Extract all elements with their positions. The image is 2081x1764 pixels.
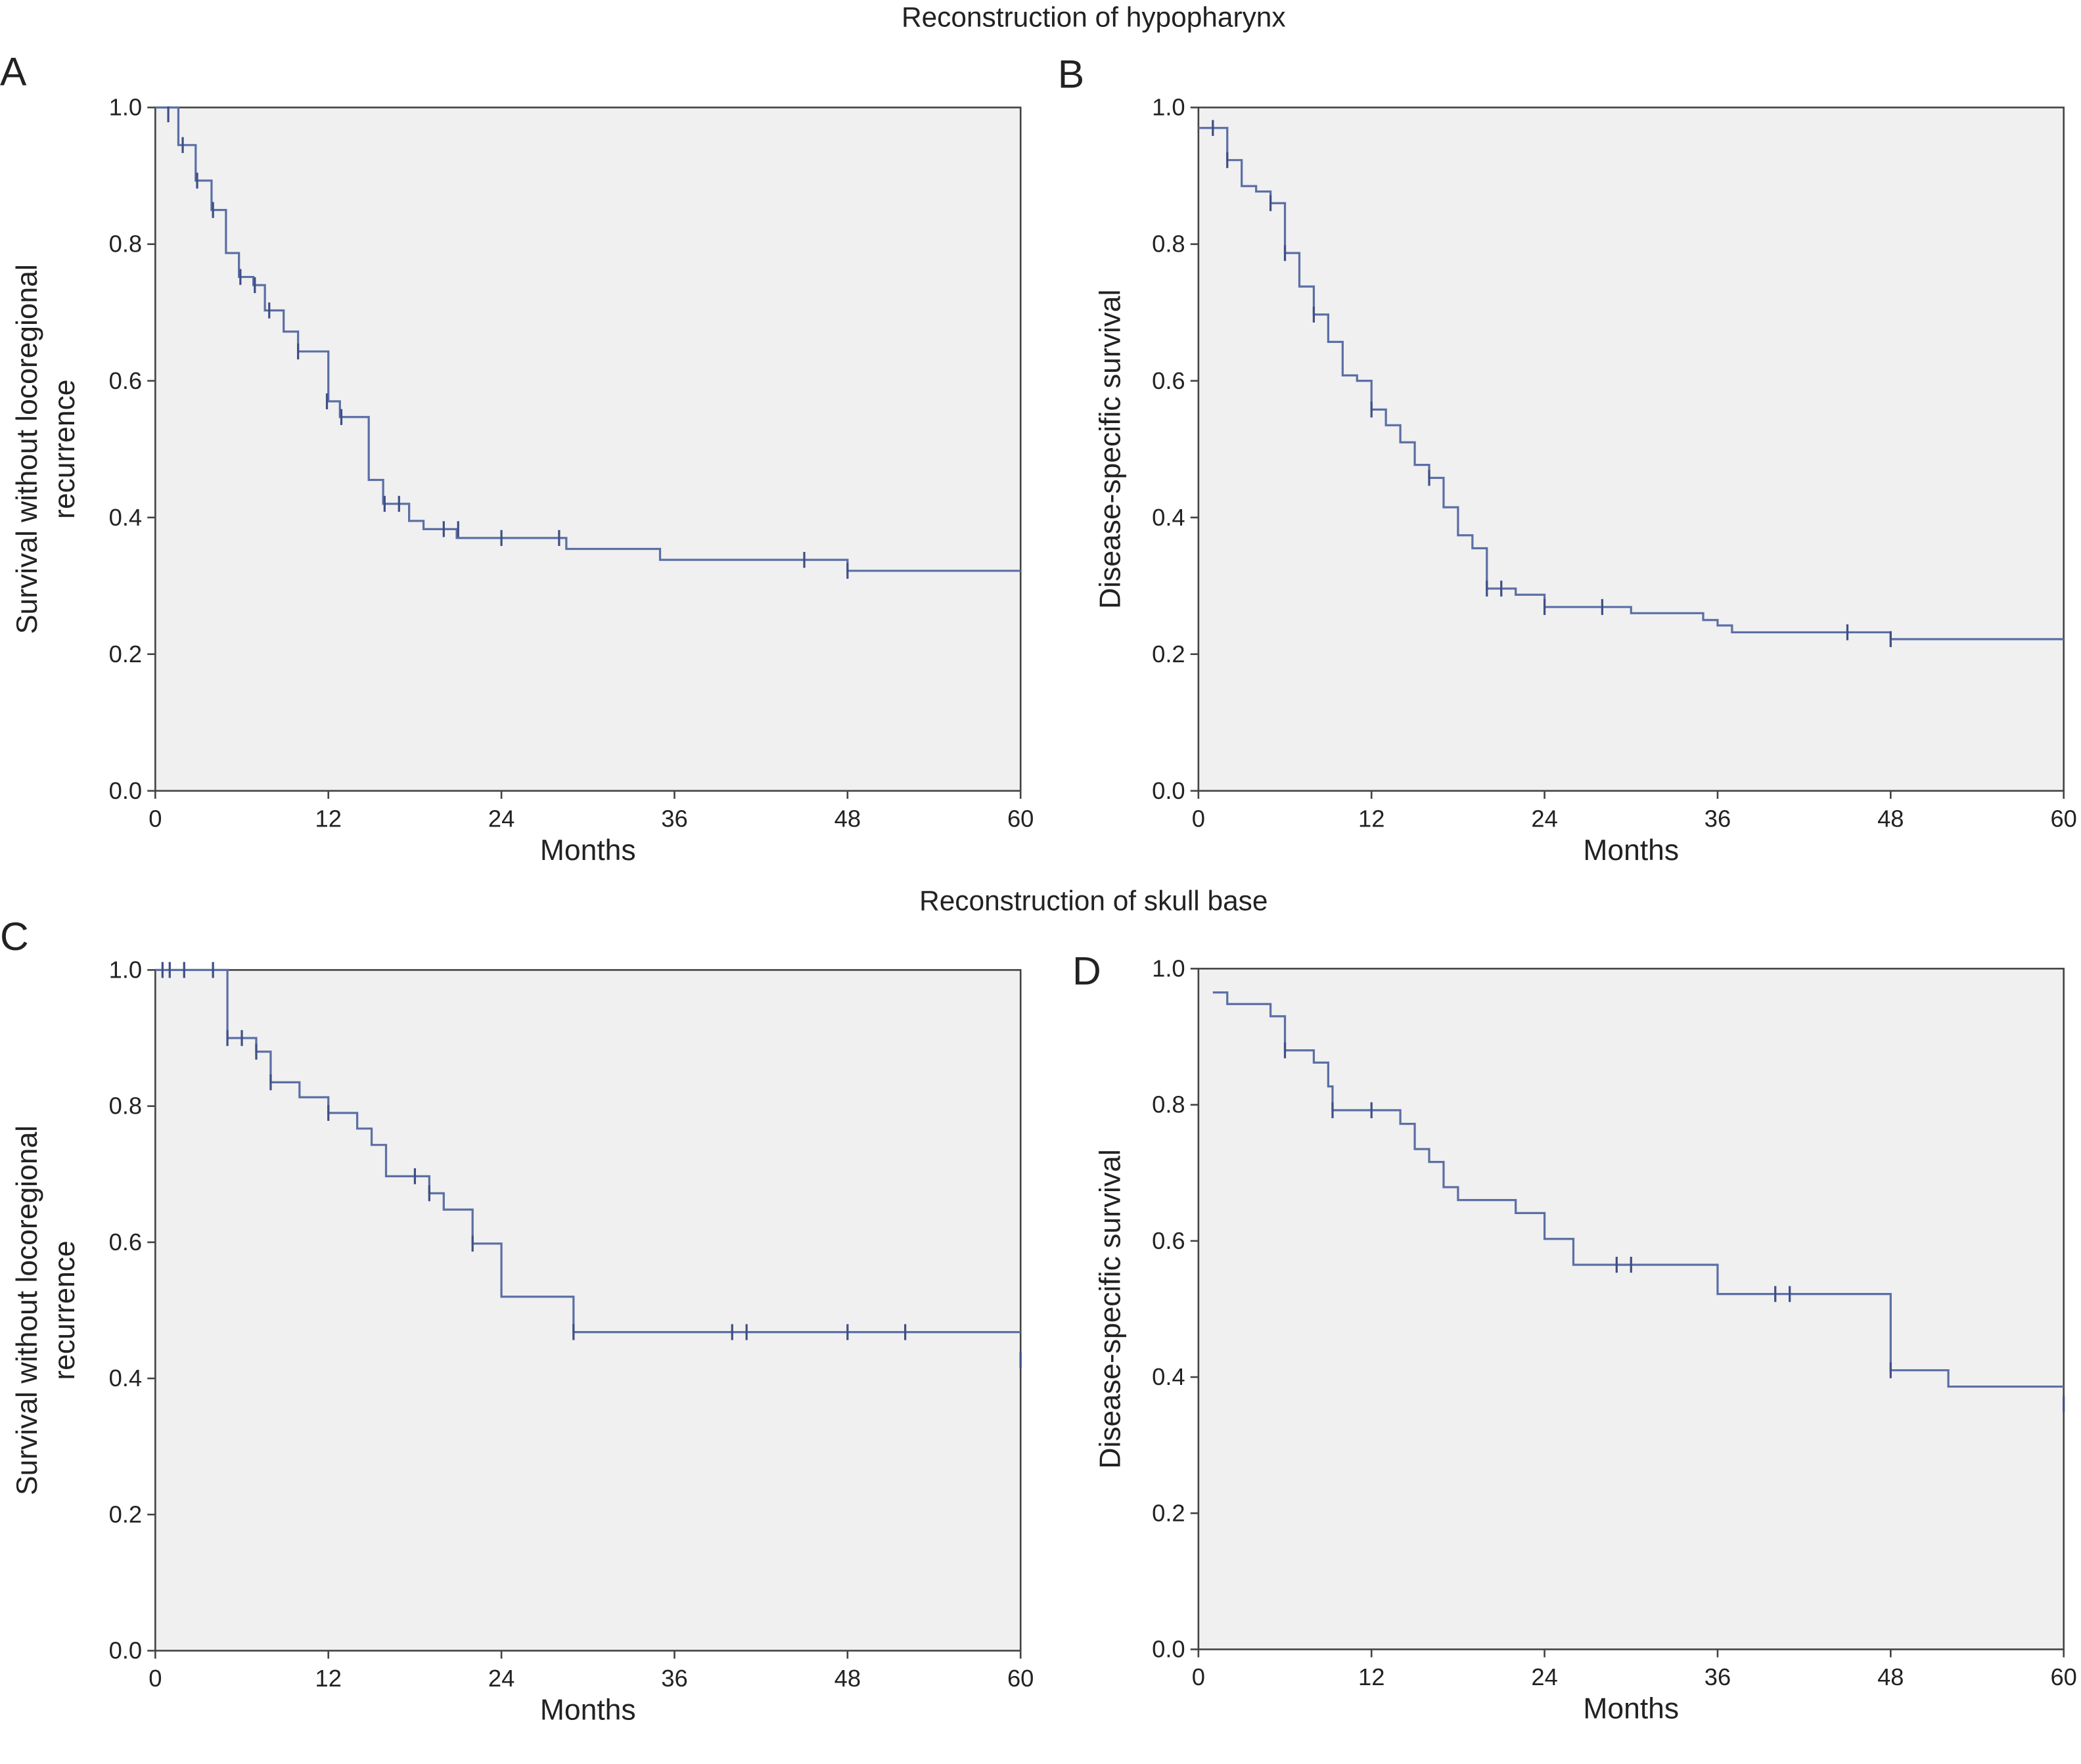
section-title: Reconstruction of hypopharynx xyxy=(902,1,1286,32)
y-axis-label: Survival without locoregional xyxy=(11,1125,43,1495)
panel-label: B xyxy=(1058,51,1084,96)
y-tick-label: 0.4 xyxy=(1152,1363,1185,1390)
y-tick-label: 0.2 xyxy=(109,1501,143,1527)
y-tick-label: 0.2 xyxy=(109,641,143,667)
y-tick-label: 0.2 xyxy=(1152,641,1185,667)
plot-area xyxy=(1197,968,2065,1650)
x-tick-label: 60 xyxy=(1007,1665,1034,1692)
x-axis-label: Months xyxy=(1583,834,1679,867)
y-axis-label: Disease-specific survival xyxy=(1094,1149,1126,1468)
x-tick-label: 48 xyxy=(835,1665,861,1692)
y-tick-label: 0.6 xyxy=(1152,1227,1185,1254)
x-tick-label: 48 xyxy=(1877,1663,1904,1690)
x-tick-label: 0 xyxy=(1192,805,1205,832)
y-tick-label: 1.0 xyxy=(1152,955,1185,982)
x-tick-label: 24 xyxy=(1531,805,1557,832)
y-tick-label: 1.0 xyxy=(109,957,143,984)
y-tick-label: 0.0 xyxy=(1152,1636,1185,1663)
x-tick-label: 60 xyxy=(2050,805,2076,832)
survival-curve xyxy=(155,106,1021,572)
y-tick-label: 0.4 xyxy=(109,504,143,531)
y-axis-label: recurrence xyxy=(49,1240,81,1380)
plot-area xyxy=(154,969,1022,1652)
y-tick-label: 0.6 xyxy=(109,1229,143,1255)
y-axis-label: Disease-specific survival xyxy=(1094,290,1126,609)
y-axis-label: Survival without locoregional xyxy=(11,264,43,634)
x-tick-label: 24 xyxy=(488,1665,515,1692)
y-tick-label: 0.8 xyxy=(109,231,143,258)
section-title: Reconstruction of skull base xyxy=(919,886,1268,916)
panel-label: C xyxy=(0,914,29,959)
x-tick-label: 36 xyxy=(661,805,687,832)
x-tick-label: 48 xyxy=(835,805,861,832)
x-tick-label: 0 xyxy=(149,805,162,832)
y-tick-label: 0.6 xyxy=(1152,367,1185,394)
plot-area xyxy=(1197,106,2065,792)
y-axis-label: recurrence xyxy=(49,380,81,519)
x-tick-label: 12 xyxy=(315,1665,342,1692)
x-tick-label: 12 xyxy=(1358,1663,1384,1690)
y-tick-label: 0.8 xyxy=(109,1093,143,1119)
x-tick-label: 24 xyxy=(1531,1663,1557,1690)
survival-curve xyxy=(1198,127,2064,641)
x-tick-label: 60 xyxy=(1007,805,1034,832)
x-tick-label: 0 xyxy=(149,1665,162,1692)
y-tick-label: 0.0 xyxy=(109,777,143,804)
y-tick-label: 0.0 xyxy=(109,1637,143,1664)
plot-area xyxy=(154,106,1022,792)
x-tick-label: 48 xyxy=(1877,805,1904,832)
y-tick-label: 0.8 xyxy=(1152,1091,1185,1118)
x-tick-label: 12 xyxy=(315,805,342,832)
x-tick-label: 0 xyxy=(1192,1663,1205,1690)
panel-label: A xyxy=(0,49,27,93)
x-tick-label: 12 xyxy=(1358,805,1384,832)
x-axis-label: Months xyxy=(1583,1693,1679,1725)
x-tick-label: 36 xyxy=(1704,1663,1731,1690)
y-tick-label: 0.2 xyxy=(1152,1499,1185,1526)
x-tick-label: 36 xyxy=(1704,805,1731,832)
survival-curve xyxy=(155,968,1021,1334)
x-axis-label: Months xyxy=(540,834,636,867)
y-tick-label: 0.6 xyxy=(109,367,143,394)
x-axis-label: Months xyxy=(540,1694,636,1727)
y-tick-label: 1.0 xyxy=(1152,94,1185,121)
y-tick-label: 0.8 xyxy=(1152,231,1185,258)
x-tick-label: 36 xyxy=(661,1665,687,1692)
x-tick-label: 60 xyxy=(2050,1663,2076,1690)
y-tick-label: 0.0 xyxy=(1152,777,1185,804)
y-tick-label: 0.4 xyxy=(1152,504,1185,531)
x-tick-label: 24 xyxy=(488,805,515,832)
panel-label: D xyxy=(1072,949,1101,993)
y-tick-label: 0.4 xyxy=(109,1365,143,1391)
y-tick-label: 1.0 xyxy=(109,94,143,121)
